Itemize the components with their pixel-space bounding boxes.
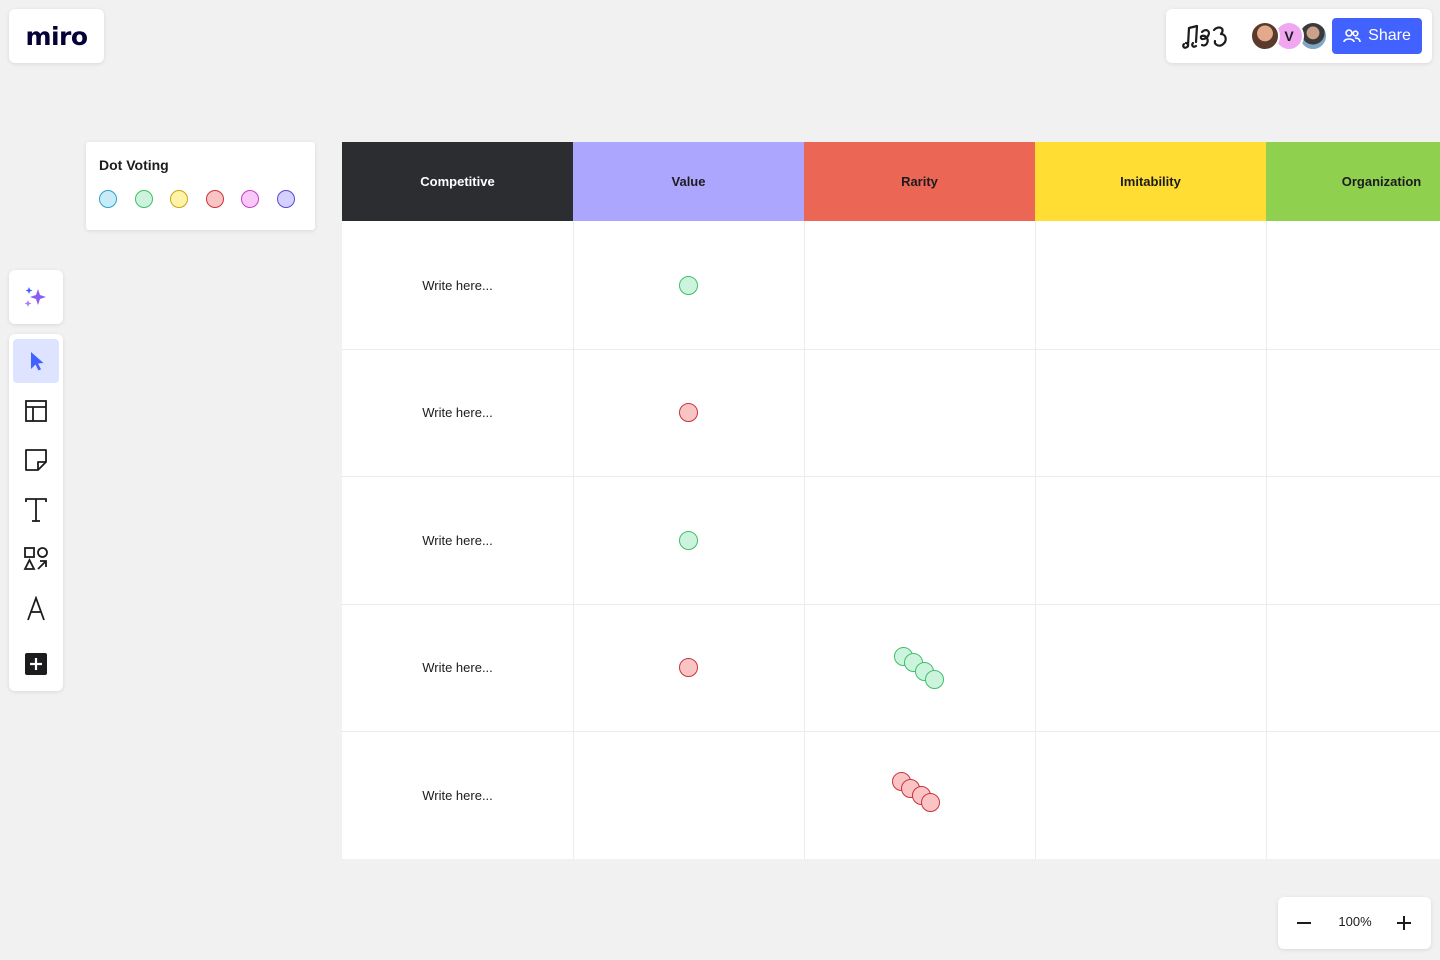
users-icon xyxy=(1343,29,1361,43)
cyan-vote-dot[interactable] xyxy=(99,190,117,208)
music-notes-icon[interactable] xyxy=(1180,22,1232,50)
creation-toolbar xyxy=(9,334,63,691)
shapes-tool[interactable] xyxy=(13,537,59,581)
dot-voting-title: Dot Voting xyxy=(99,157,169,173)
red-vote-dot[interactable] xyxy=(205,190,224,208)
column-divider xyxy=(1266,221,1267,859)
miro-logo[interactable]: miro xyxy=(9,9,104,63)
red-vote-dot[interactable] xyxy=(679,403,698,422)
pink-vote-dot[interactable] xyxy=(241,190,259,208)
share-label: Share xyxy=(1368,27,1411,44)
column-divider xyxy=(1035,221,1036,859)
sticky-note-icon xyxy=(25,449,47,471)
sparkles-icon xyxy=(24,287,46,307)
row-divider xyxy=(342,604,1440,605)
zoom-out-button[interactable] xyxy=(1288,907,1320,939)
zoom-in-button[interactable] xyxy=(1388,907,1420,939)
select-icon xyxy=(31,352,44,371)
row-divider xyxy=(342,349,1440,350)
competitive-cell[interactable]: Write here... xyxy=(422,405,493,420)
column-header-value[interactable]: Value xyxy=(573,142,804,221)
add-more-icon xyxy=(25,653,47,675)
text-icon xyxy=(25,498,47,522)
yellow-vote-dot[interactable] xyxy=(170,190,188,208)
competitive-cell[interactable]: Write here... xyxy=(422,278,493,293)
column-divider xyxy=(573,221,574,859)
competitive-cell[interactable]: Write here... xyxy=(422,533,493,548)
zoom-out-icon xyxy=(1297,922,1311,924)
competitive-cell[interactable]: Write here... xyxy=(422,788,493,803)
select-tool[interactable] xyxy=(13,339,59,383)
more-tools-button[interactable] xyxy=(13,642,59,686)
green-vote-dot[interactable] xyxy=(679,531,698,550)
pen-tool[interactable] xyxy=(13,587,59,631)
column-header-organization[interactable]: Organization xyxy=(1266,142,1440,221)
text-tool[interactable] xyxy=(13,488,59,532)
zoom-level[interactable]: 100% xyxy=(1338,914,1372,929)
competitive-cell[interactable]: Write here... xyxy=(422,660,493,675)
dot-voting-palette xyxy=(99,190,295,208)
ai-assist-button[interactable] xyxy=(9,270,63,324)
red-vote-dot[interactable] xyxy=(921,793,940,812)
share-button[interactable]: Share xyxy=(1332,18,1422,54)
vrio-table[interactable]: Competitive Value Rarity Imitability Org… xyxy=(342,142,1440,859)
column-header-rarity[interactable]: Rarity xyxy=(804,142,1035,221)
collaboration-bar: V Share xyxy=(1166,9,1432,63)
dot-voting-widget: Dot Voting xyxy=(86,142,315,230)
zoom-in-icon xyxy=(1397,916,1411,930)
shapes-icon xyxy=(23,547,48,570)
pen-icon xyxy=(27,596,45,621)
sticky-note-tool[interactable] xyxy=(13,438,59,482)
user-avatar[interactable] xyxy=(1250,21,1280,51)
collaborator-avatars: V xyxy=(1250,21,1330,51)
green-vote-dot[interactable] xyxy=(134,190,153,208)
column-header-imitability[interactable]: Imitability xyxy=(1035,142,1266,221)
column-divider xyxy=(804,221,805,859)
row-divider xyxy=(342,731,1440,732)
purple-vote-dot[interactable] xyxy=(276,190,295,208)
red-vote-dot[interactable] xyxy=(679,658,698,677)
templates-tool[interactable] xyxy=(13,389,59,433)
green-vote-dot[interactable] xyxy=(679,276,698,295)
green-vote-dot[interactable] xyxy=(925,670,944,689)
logo-text: miro xyxy=(25,21,88,51)
row-divider xyxy=(342,476,1440,477)
column-header-competitive[interactable]: Competitive xyxy=(342,142,573,221)
zoom-control: 100% xyxy=(1278,897,1431,949)
templates-icon xyxy=(25,400,47,422)
